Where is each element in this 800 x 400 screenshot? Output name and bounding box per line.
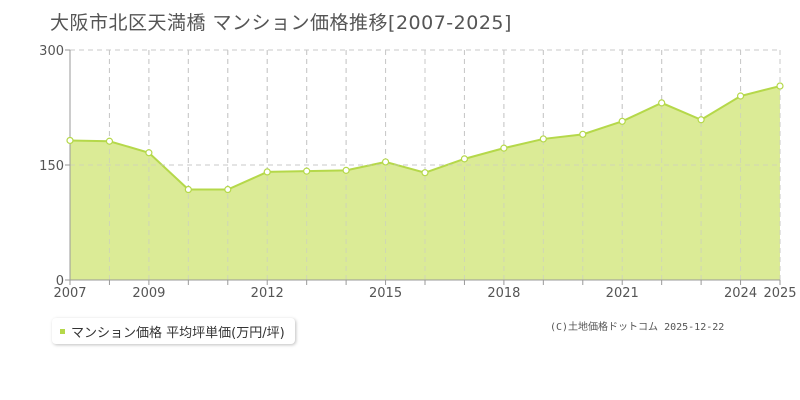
data-points bbox=[66, 82, 784, 194]
x-tick-label: 2024 bbox=[724, 286, 757, 301]
data-point bbox=[224, 185, 232, 194]
legend: マンション価格 平均坪単価(万円/坪) bbox=[52, 318, 295, 344]
x-tick-label: 2021 bbox=[606, 286, 639, 301]
data-point bbox=[145, 149, 153, 157]
data-point bbox=[658, 99, 666, 107]
y-tick-label: 150 bbox=[39, 159, 64, 174]
x-tick-label: 2007 bbox=[53, 286, 86, 301]
y-tick-label: 0 bbox=[56, 274, 64, 289]
data-point bbox=[539, 135, 547, 143]
data-point bbox=[697, 116, 705, 124]
data-point bbox=[66, 136, 74, 145]
legend-swatch bbox=[60, 328, 65, 334]
data-point bbox=[421, 169, 429, 177]
chart-title: 大阪市北区天満橋 マンション価格推移[2007-2025] bbox=[50, 12, 512, 34]
legend-label: マンション価格 平均坪単価(万円/坪) bbox=[71, 325, 285, 341]
area-series bbox=[69, 49, 781, 281]
data-point bbox=[460, 155, 469, 163]
data-point bbox=[105, 137, 114, 145]
data-point bbox=[263, 168, 271, 176]
x-tick-label: 2018 bbox=[487, 286, 520, 301]
x-tick-label: 2015 bbox=[369, 286, 402, 301]
x-tick-label: 2012 bbox=[251, 286, 284, 301]
x-tick-label: 2009 bbox=[132, 286, 165, 301]
axes bbox=[65, 49, 781, 285]
series-area bbox=[70, 86, 780, 281]
data-point bbox=[381, 158, 390, 166]
data-point bbox=[618, 117, 626, 125]
data-point bbox=[184, 185, 192, 194]
credit-text: (C)土地価格ドットコム 2025-12-22 bbox=[550, 322, 725, 333]
y-tick-label: 300 bbox=[39, 44, 64, 59]
data-point bbox=[500, 144, 508, 152]
data-point bbox=[579, 130, 587, 138]
tick-labels: 0 150 300 2007 2009 2012 2015 2018 2021 2024 2025 bbox=[39, 44, 796, 301]
data-point bbox=[736, 92, 745, 100]
data-point bbox=[776, 82, 784, 90]
data-point bbox=[342, 166, 350, 174]
data-point bbox=[303, 167, 311, 175]
x-tick-label: 2025 bbox=[763, 286, 796, 301]
